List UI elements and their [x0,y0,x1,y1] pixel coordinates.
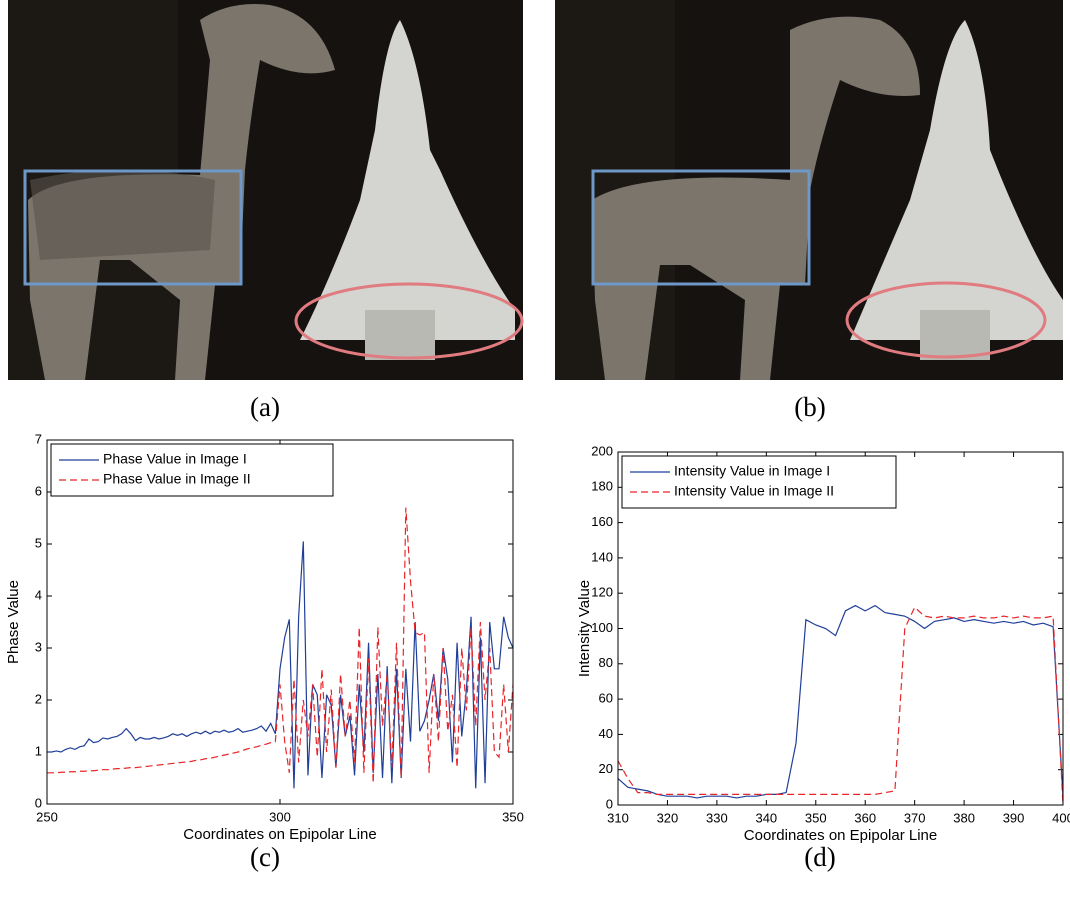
y-tick-label: 200 [591,443,613,458]
y-tick-label: 4 [35,587,42,602]
y-tick-label: 140 [591,549,613,564]
y-tick-label: 5 [35,535,42,550]
y-tick-label: 80 [599,655,613,670]
y-tick-label: 120 [591,585,613,600]
y-tick-label: 60 [599,691,613,706]
x-tick-label: 350 [502,809,524,824]
caption: (a) [250,392,280,422]
data-line [618,606,1063,805]
x-tick-label: 300 [269,809,291,824]
caption: (d) [804,842,835,872]
axes-frame [617,451,1064,806]
x-tick-label: 350 [805,810,827,825]
legend-label: Phase Value in Image II [103,471,251,487]
photo-a [8,0,524,380]
x-tick-label: 380 [953,810,975,825]
y-tick-label: 2 [35,691,42,706]
y-axis-label: Phase Value [5,580,22,664]
axes-frame [46,439,514,805]
data-line [47,507,513,784]
y-axis-label: Intensity Value [576,580,593,677]
legend-box [621,455,897,509]
x-tick-label: 250 [36,809,58,824]
plot-area [47,440,513,804]
legend-label: Intensity Value in Image II [674,483,834,499]
y-tick-label: 0 [606,796,613,811]
x-tick-label: 400 [1052,810,1070,825]
y-tick-label: 0 [35,795,42,810]
legend-box [50,443,334,497]
plot-area [618,452,1063,805]
y-tick-label: 7 [35,431,42,446]
y-tick-label: 1 [35,743,42,758]
x-tick-label: 340 [755,810,777,825]
caption: (c) [250,842,280,872]
x-tick-label: 360 [854,810,876,825]
y-tick-label: 40 [599,726,613,741]
y-tick-label: 100 [591,620,613,635]
x-tick-label: 370 [904,810,926,825]
data-line [618,604,1063,799]
y-tick-label: 20 [599,761,613,776]
legend-label: Intensity Value in Image I [674,463,830,479]
x-tick-label: 390 [1003,810,1025,825]
x-tick-label: 310 [607,810,629,825]
legend-label: Phase Value in Image I [103,451,247,467]
x-axis-label: Coordinates on Epipolar Line [744,827,937,844]
x-tick-label: 330 [706,810,728,825]
caption: (b) [794,392,825,422]
y-tick-label: 160 [591,514,613,529]
y-tick-label: 3 [35,639,42,654]
x-tick-label: 320 [657,810,679,825]
x-axis-label: Coordinates on Epipolar Line [183,826,376,843]
y-tick-label: 6 [35,483,42,498]
y-tick-label: 180 [591,479,613,494]
photo-b [555,0,1063,381]
